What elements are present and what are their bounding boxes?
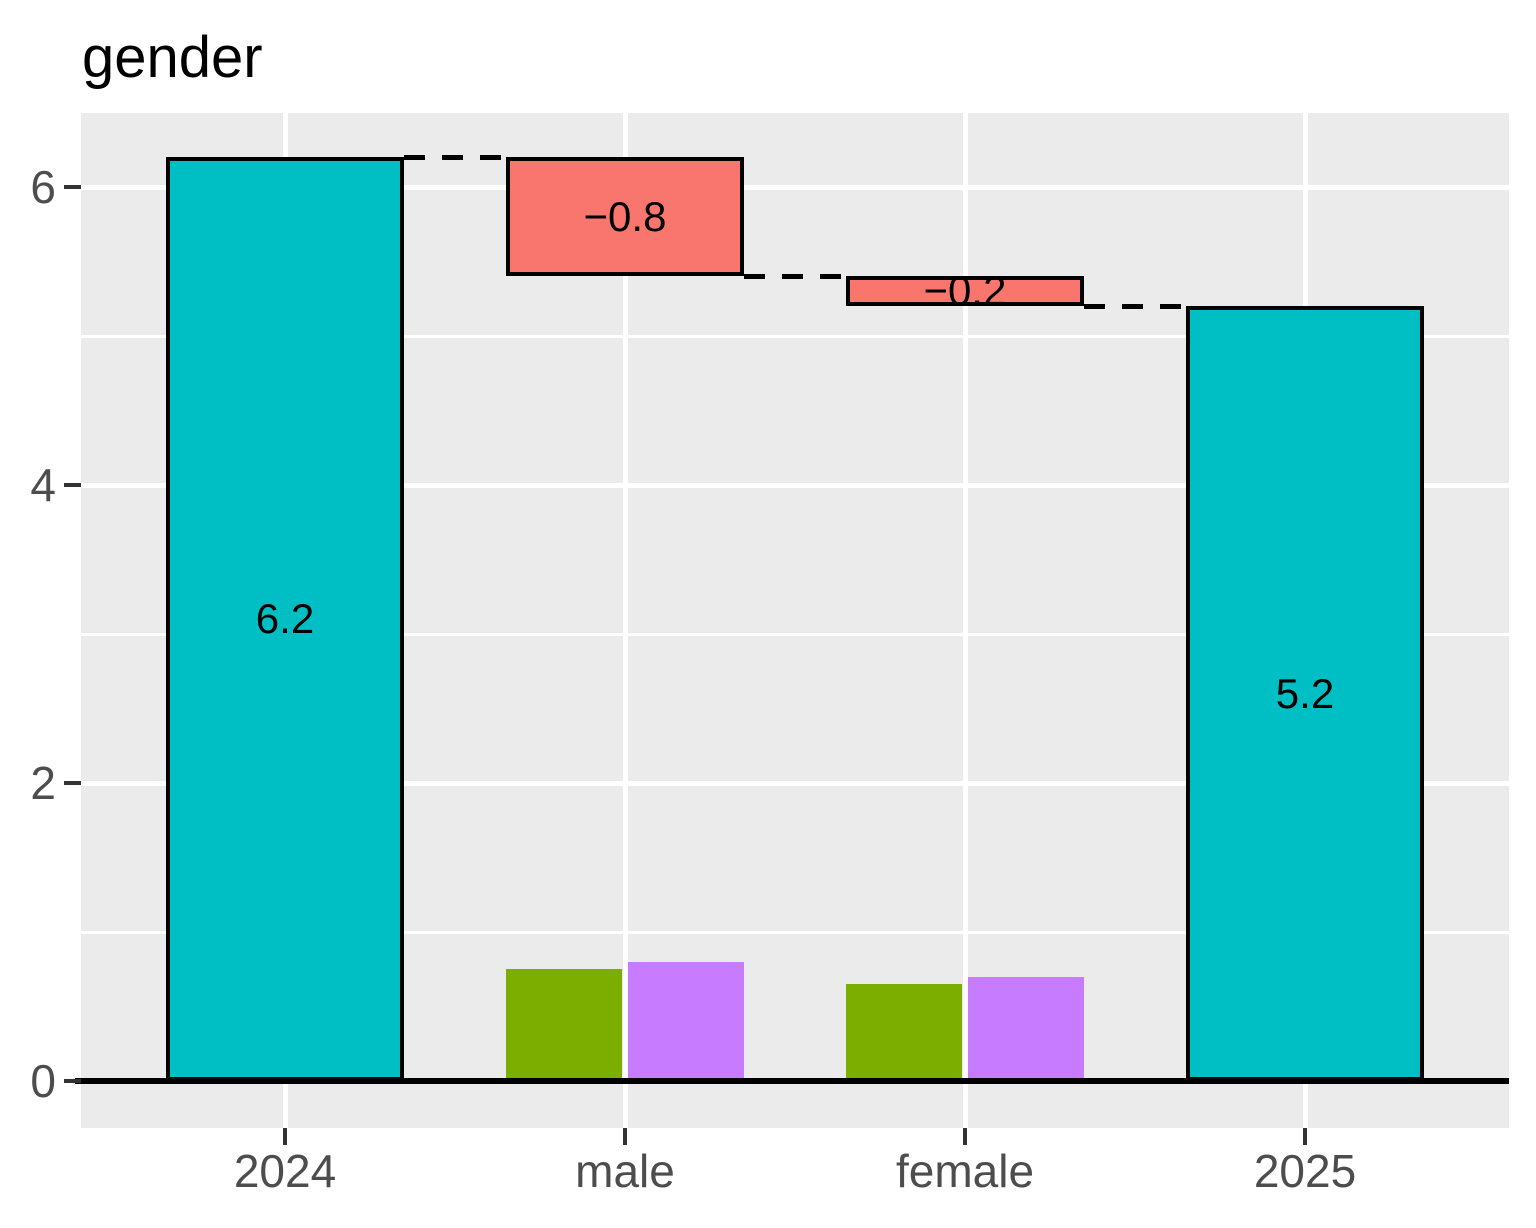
sub-bar-green [846,984,962,1081]
bar-male [506,157,744,276]
x-axis-tick [623,1128,627,1145]
bar-2025 [1186,306,1424,1081]
x-axis-tick-label: female [895,1145,1035,1197]
x-axis-tick-label: 2024 [233,1145,337,1197]
gridline-major [81,483,1509,488]
y-axis-tick-label: 4 [30,459,56,511]
x-axis-tick [283,1128,287,1145]
bar-value-label: −0.2 [923,267,1007,314]
sub-bar-purple [628,962,744,1081]
gridline-minor [81,633,1509,636]
sub-bar-purple [968,977,1084,1081]
y-axis-tick [64,781,81,785]
gridline-vertical [623,113,628,1128]
x-axis-line [75,1078,1509,1084]
gridline-major [81,781,1509,786]
y-axis-tick-label: 6 [30,161,56,213]
connector-dashed-line [404,155,506,160]
x-axis-tick [963,1128,967,1145]
gridline-minor [81,931,1509,934]
x-axis-tick-label: male [575,1145,675,1197]
x-axis-tick [1303,1128,1307,1145]
gridline-vertical [963,113,968,1128]
connector-dashed-line [1084,304,1186,309]
y-axis-tick [64,185,81,189]
bar-female [846,276,1084,306]
bar-value-label: −0.8 [583,193,667,240]
y-axis-tick-label: 0 [30,1055,56,1107]
chart-title: gender [82,25,263,90]
y-axis-tick-label: 2 [30,757,56,809]
y-axis-tick [64,1079,81,1083]
bar-value-label: 5.2 [1275,670,1335,717]
gridline-major [81,185,1509,190]
gridline-minor [81,335,1509,338]
y-axis-tick [64,483,81,487]
x-axis-tick-label: 2025 [1253,1145,1357,1197]
bar-value-label: 6.2 [255,595,315,642]
connector-dashed-line [744,274,846,279]
sub-bar-green [506,969,622,1081]
